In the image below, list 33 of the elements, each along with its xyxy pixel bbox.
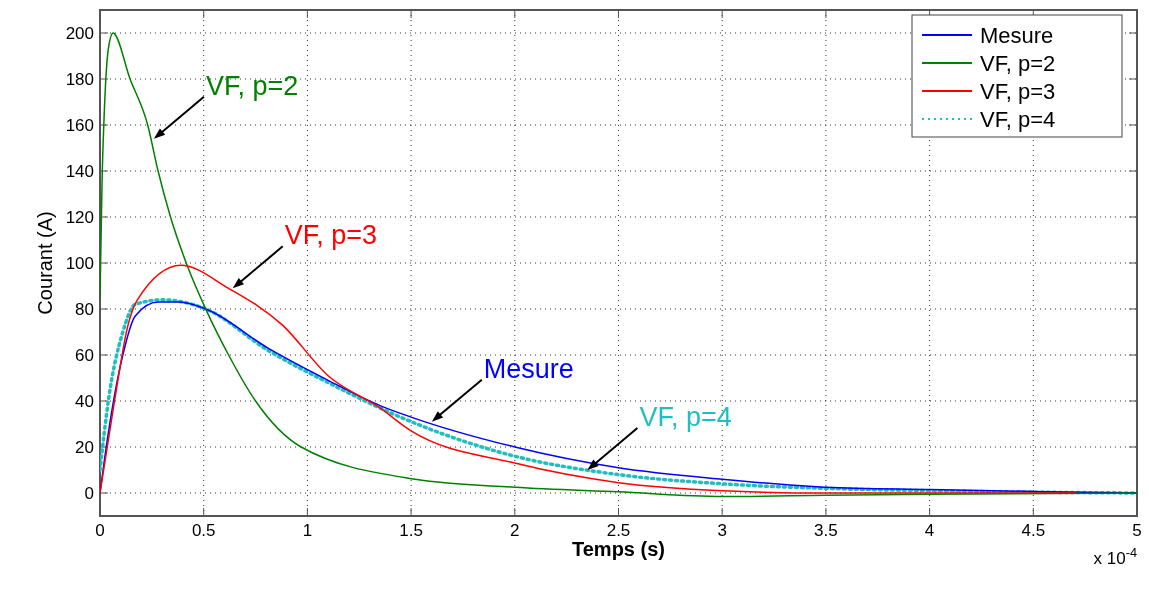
y-tick-label: 180 [65, 69, 94, 89]
y-axis-title: Courant (A) [34, 211, 56, 315]
legend-label: VF, p=4 [980, 106, 1056, 132]
y-tick-label: 40 [75, 391, 94, 411]
text: x 10$^{-4}$ [1093, 544, 1137, 568]
y-tick-label: 120 [65, 207, 94, 227]
legend-label: VF, p=3 [980, 78, 1056, 104]
annotation: VF, p=2 [205, 70, 299, 101]
legend-label: VF, p=2 [980, 50, 1056, 76]
x-tick-label: 3.5 [814, 521, 838, 540]
annotation: VF, p=3 [284, 220, 378, 251]
annotation: VF, p=4 [639, 402, 732, 432]
x-tick-label: 4 [924, 521, 935, 540]
y-tick-label: 100 [65, 253, 94, 273]
y-tick-label: 80 [75, 299, 94, 319]
y-tick-label: 160 [65, 115, 94, 135]
x-tick-label: 2 [510, 521, 520, 540]
legend-label: Mesure [980, 22, 1054, 48]
x-tick-label: 2.5 [606, 521, 631, 540]
x-tick-label: 4.5 [1021, 521, 1046, 540]
x-tick-label: 0.5 [191, 521, 216, 540]
annotation: Mesure [483, 353, 574, 384]
y-tick-label: 140 [65, 161, 94, 181]
x-tick-label: 3 [717, 521, 727, 540]
y-tick-label: 60 [75, 345, 94, 365]
x-tick-label: 5 [1132, 521, 1142, 540]
y-tick-label: 200 [65, 23, 94, 43]
line-series [100, 264, 1076, 494]
x-tick-label: 1.5 [399, 521, 423, 540]
x-tick-label: 1 [302, 521, 313, 540]
y-tick-label: 20 [75, 437, 94, 457]
x-axis-title: Temps (s) [572, 538, 665, 560]
y-tick-label: 0 [84, 483, 94, 503]
